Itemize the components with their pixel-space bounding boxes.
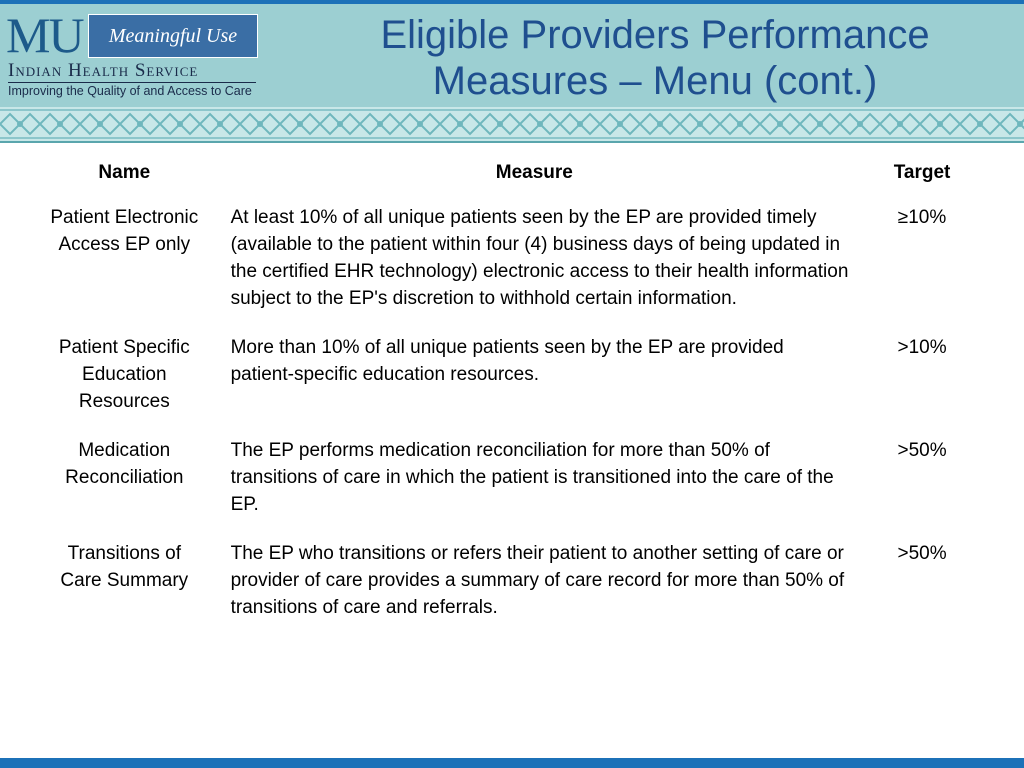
column-header-target: Target — [893, 162, 951, 183]
column-header-measure: Measure — [495, 162, 573, 183]
decorative-pattern-band — [0, 107, 1024, 143]
row-target: >10% — [897, 337, 947, 358]
measures-table: Name Measure Target Patient Electronic A… — [40, 158, 984, 641]
row-name: Medication Reconciliation — [65, 440, 184, 488]
row-measure: The EP performs medication reconciliatio… — [230, 440, 834, 515]
row-target: ≥10% — [897, 207, 947, 228]
logo-mu-text: MU — [6, 7, 85, 63]
row-target: >50% — [897, 543, 947, 564]
logo-org-name: Indian Health Service — [8, 60, 256, 83]
table-row: Patient Specific Education Resources Mor… — [40, 332, 984, 435]
meaningful-use-logo: MU Meaningful Use Indian Health Service … — [4, 8, 264, 102]
slide-header: MU Meaningful Use Indian Health Service … — [0, 0, 1024, 107]
row-name: Patient Specific Education Resources — [58, 337, 190, 412]
table-row: Patient Electronic Access EP only At lea… — [40, 202, 984, 332]
column-header-name: Name — [98, 162, 151, 183]
logo-box-text: Meaningful Use — [108, 24, 238, 47]
logo-meaningful-use-box: Meaningful Use — [88, 14, 258, 58]
logo-tagline: Improving the Quality of and Access to C… — [8, 84, 252, 98]
row-measure: The EP who transitions or refers their p… — [230, 543, 845, 618]
row-target: >50% — [897, 440, 947, 461]
pattern-border-icon — [0, 107, 1024, 141]
slide-footer-bar — [0, 758, 1024, 768]
table-header-row: Name Measure Target — [40, 158, 984, 202]
table-row: Transitions of Care Summary The EP who t… — [40, 538, 984, 641]
slide-title: Eligible Providers Performance Measures … — [380, 13, 930, 103]
row-measure: More than 10% of all unique patients see… — [230, 337, 784, 385]
row-name: Patient Electronic Access EP only — [50, 207, 199, 255]
table-row: Medication Reconciliation The EP perform… — [40, 435, 984, 538]
row-name: Transitions of Care Summary — [60, 543, 189, 591]
row-measure: At least 10% of all unique patients seen… — [230, 207, 849, 309]
